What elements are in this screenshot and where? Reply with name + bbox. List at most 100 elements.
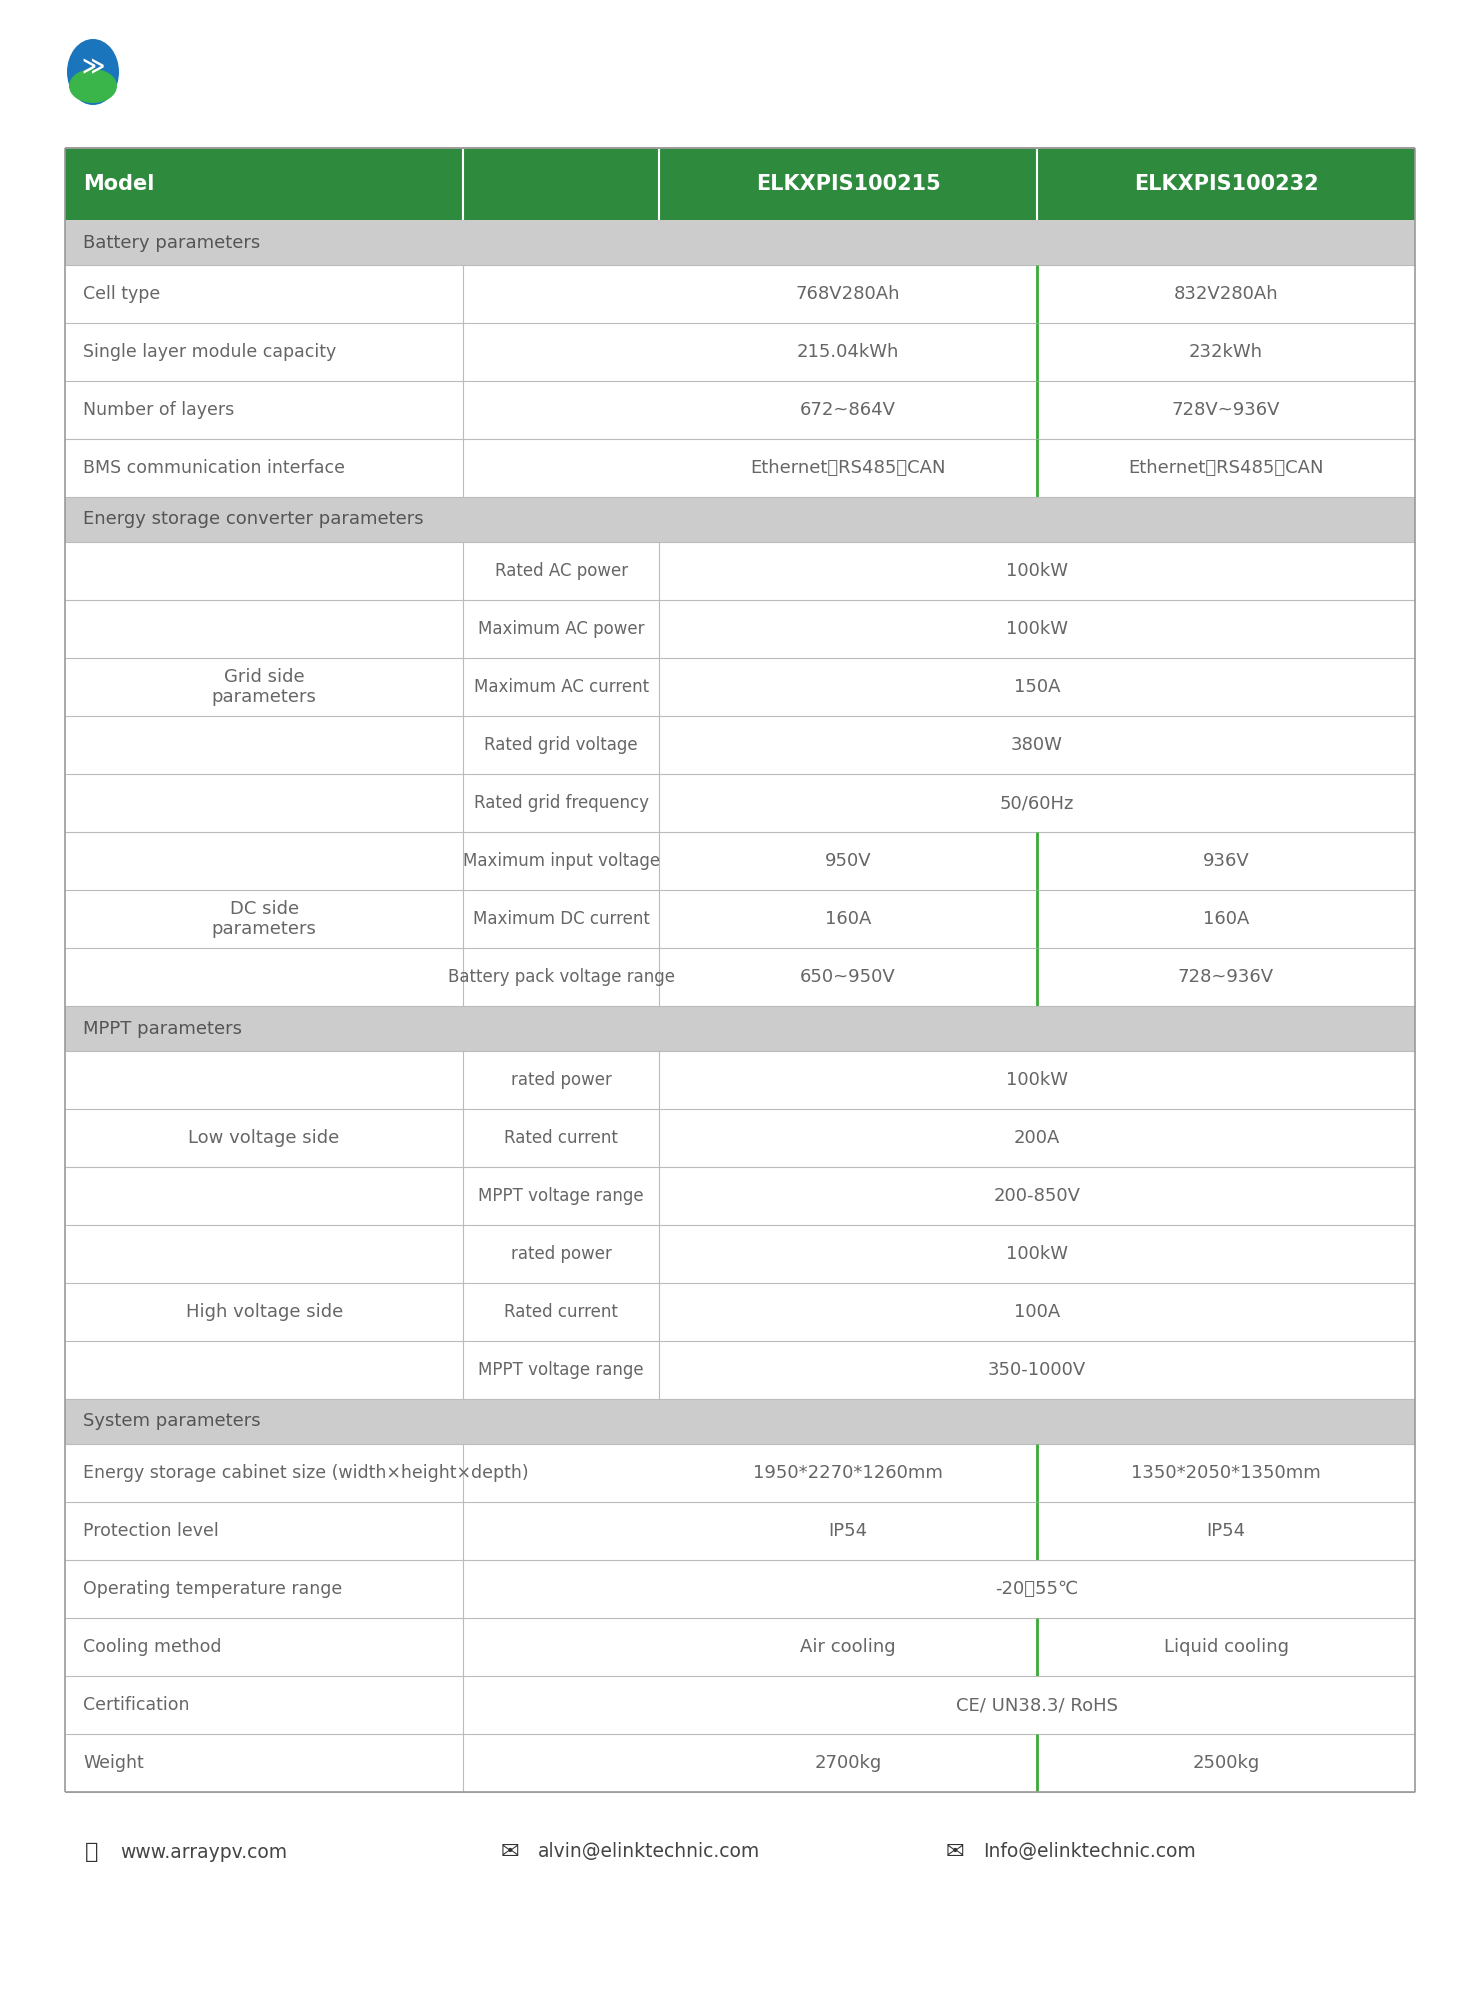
Text: 100kW: 100kW	[1007, 1072, 1069, 1088]
Text: rated power: rated power	[511, 1072, 611, 1088]
Text: 950V: 950V	[825, 852, 871, 870]
Text: Liquid cooling: Liquid cooling	[1163, 1638, 1289, 1656]
Bar	[65, 1400, 1415, 1444]
Text: System parameters: System parameters	[83, 1412, 261, 1430]
Text: MPPT voltage range: MPPT voltage range	[478, 1186, 644, 1204]
Text: Rated grid voltage: Rated grid voltage	[484, 736, 638, 754]
Text: 160A: 160A	[1203, 910, 1249, 928]
Text: 200A: 200A	[1014, 1128, 1060, 1148]
Text: 100kW: 100kW	[1007, 562, 1069, 580]
Bar	[65, 1676, 1415, 1734]
Text: Rated AC power: Rated AC power	[494, 562, 627, 580]
Bar	[65, 774, 1415, 832]
Text: IP54: IP54	[828, 1522, 868, 1540]
Text: Low voltage side: Low voltage side	[189, 1128, 339, 1148]
Text: 380W: 380W	[1011, 736, 1063, 754]
Text: 650~950V: 650~950V	[800, 968, 896, 986]
Bar	[65, 600, 1415, 658]
Text: 728V~936V: 728V~936V	[1172, 400, 1280, 420]
Bar	[65, 1052, 1415, 1108]
Text: ELKXPIS100215: ELKXPIS100215	[756, 174, 940, 194]
Text: Maximum AC current: Maximum AC current	[474, 678, 648, 696]
Text: 215.04kWh: 215.04kWh	[797, 344, 899, 360]
Text: Ethernet、RS485、CAN: Ethernet、RS485、CAN	[1128, 460, 1324, 476]
Text: Rated grid frequency: Rated grid frequency	[474, 794, 648, 812]
Text: Cell type: Cell type	[83, 284, 161, 302]
Text: 200-850V: 200-850V	[993, 1186, 1080, 1204]
Bar	[65, 948, 1415, 1006]
Text: Weight: Weight	[83, 1754, 143, 1772]
Text: 1950*2270*1260mm: 1950*2270*1260mm	[753, 1464, 943, 1482]
Bar	[65, 440, 1415, 496]
Text: BMS communication interface: BMS communication interface	[83, 460, 345, 476]
Text: 728~936V: 728~936V	[1178, 968, 1274, 986]
Text: 50/60Hz: 50/60Hz	[999, 794, 1075, 812]
Text: Energy storage converter parameters: Energy storage converter parameters	[83, 510, 424, 528]
Text: MPPT parameters: MPPT parameters	[83, 1020, 242, 1038]
Text: 2700kg: 2700kg	[815, 1754, 881, 1772]
Text: rated power: rated power	[511, 1244, 611, 1264]
Text: Maximum AC power: Maximum AC power	[478, 620, 645, 638]
Text: alvin@elinktechnic.com: alvin@elinktechnic.com	[537, 1842, 760, 1862]
Text: Certification: Certification	[83, 1696, 189, 1714]
Text: 100kW: 100kW	[1007, 620, 1069, 638]
Bar	[65, 1168, 1415, 1224]
Text: 350-1000V: 350-1000V	[987, 1360, 1086, 1380]
Text: ELKXPIS100232: ELKXPIS100232	[1134, 174, 1318, 194]
Text: Cooling method: Cooling method	[83, 1638, 221, 1656]
Text: 100kW: 100kW	[1007, 1244, 1069, 1264]
Bar	[65, 1618, 1415, 1676]
Text: Model: Model	[83, 174, 155, 194]
Text: CE/ UN38.3/ RoHS: CE/ UN38.3/ RoHS	[956, 1696, 1117, 1714]
Text: ✉: ✉	[500, 1842, 518, 1862]
Bar	[65, 1734, 1415, 1792]
Text: Rated current: Rated current	[505, 1128, 618, 1148]
Bar	[65, 716, 1415, 774]
Text: Battery pack voltage range: Battery pack voltage range	[447, 968, 675, 986]
Bar	[65, 1444, 1415, 1502]
Bar	[65, 542, 1415, 600]
Text: Rated current: Rated current	[505, 1304, 618, 1320]
Text: ⓔ: ⓔ	[86, 1842, 99, 1862]
Text: 832V280Ah: 832V280Ah	[1173, 284, 1278, 302]
Bar	[65, 658, 1415, 716]
Text: Battery parameters: Battery parameters	[83, 234, 260, 252]
Text: 2500kg: 2500kg	[1193, 1754, 1259, 1772]
Ellipse shape	[69, 68, 117, 102]
Text: ✉: ✉	[946, 1842, 964, 1862]
Bar	[65, 322, 1415, 380]
Bar	[65, 220, 1415, 264]
Bar	[65, 1224, 1415, 1284]
Text: www.arraypv.com: www.arraypv.com	[120, 1842, 288, 1862]
Text: 100A: 100A	[1014, 1304, 1060, 1320]
Text: -20～55℃: -20～55℃	[995, 1580, 1079, 1598]
Text: 768V280Ah: 768V280Ah	[796, 284, 900, 302]
Text: 160A: 160A	[825, 910, 871, 928]
Text: Maximum input voltage: Maximum input voltage	[462, 852, 660, 870]
Text: Grid side
parameters: Grid side parameters	[211, 668, 316, 706]
Text: Info@elinktechnic.com: Info@elinktechnic.com	[983, 1842, 1196, 1862]
Text: High voltage side: High voltage side	[186, 1304, 342, 1320]
Bar	[65, 832, 1415, 890]
Text: 1350*2050*1350mm: 1350*2050*1350mm	[1131, 1464, 1321, 1482]
Text: Single layer module capacity: Single layer module capacity	[83, 344, 337, 360]
Text: 150A: 150A	[1014, 678, 1060, 696]
Text: DC side
parameters: DC side parameters	[211, 900, 316, 938]
Text: Operating temperature range: Operating temperature range	[83, 1580, 342, 1598]
Bar	[65, 1284, 1415, 1340]
Text: MPPT voltage range: MPPT voltage range	[478, 1360, 644, 1380]
Text: 672~864V: 672~864V	[800, 400, 896, 420]
Bar	[65, 264, 1415, 322]
Text: Energy storage cabinet size (width×height×depth): Energy storage cabinet size (width×heigh…	[83, 1464, 528, 1482]
Text: IP54: IP54	[1206, 1522, 1246, 1540]
Text: Ethernet、RS485、CAN: Ethernet、RS485、CAN	[750, 460, 946, 476]
Bar	[65, 1108, 1415, 1168]
Text: Maximum DC current: Maximum DC current	[472, 910, 649, 928]
Text: 232kWh: 232kWh	[1190, 344, 1263, 360]
Bar	[65, 1340, 1415, 1400]
Text: Number of layers: Number of layers	[83, 400, 235, 420]
Text: ≫: ≫	[81, 56, 105, 76]
Bar	[65, 1006, 1415, 1052]
Bar	[65, 496, 1415, 542]
Text: Air cooling: Air cooling	[800, 1638, 896, 1656]
